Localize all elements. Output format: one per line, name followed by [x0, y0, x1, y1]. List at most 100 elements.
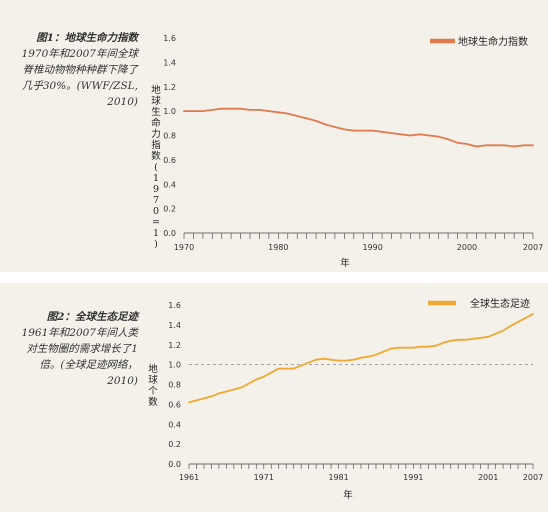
y-tick-label: 0.6 [163, 156, 176, 165]
x-tick-label: 1961 [179, 473, 199, 482]
data-point [247, 382, 250, 385]
data-point [210, 395, 213, 398]
figure-caption-2: 图2：全球生态足迹 1961年和2007年间人类对生物圈的需求增长了1倍。(全球… [14, 309, 138, 389]
data-point [315, 358, 318, 361]
data-point [352, 358, 355, 361]
data-point [382, 350, 385, 353]
y-axis-label: 地球个数 [148, 363, 158, 408]
x-tick-label: 2000 [457, 243, 477, 252]
data-point [195, 399, 198, 402]
data-point [475, 145, 478, 148]
data-point [258, 109, 261, 111]
x-tick-label: 2007 [523, 473, 543, 482]
y-tick-label: 1.6 [168, 301, 181, 310]
data-point [337, 359, 340, 362]
figure-caption-title: 图2：全球生态足迹 [46, 311, 138, 323]
data-point [456, 141, 459, 144]
data-point [343, 128, 346, 131]
data-point [262, 375, 265, 378]
data-point [464, 338, 467, 341]
data-point [381, 130, 383, 133]
data-point [390, 132, 393, 134]
data-point [390, 347, 392, 350]
y-tick-label: 0.4 [163, 180, 176, 189]
data-point [400, 133, 402, 136]
x-tick-label: 1970 [174, 243, 194, 252]
data-point [375, 353, 377, 356]
x-tick-label: 1971 [254, 473, 274, 482]
data-point [419, 345, 422, 348]
data-point [192, 110, 195, 113]
data-point [428, 134, 431, 137]
data-point [524, 317, 527, 319]
chart-panel-living-planet [0, 0, 548, 272]
x-axis-label: 年 [340, 257, 350, 269]
y-tick-label: 0.0 [168, 460, 181, 469]
series-line [184, 107, 533, 148]
data-point [532, 313, 534, 315]
data-point [225, 390, 228, 393]
data-point [494, 144, 497, 147]
data-point [307, 361, 310, 364]
x-tick-label: 1990 [362, 243, 382, 252]
data-point [296, 115, 299, 117]
x-tick-label: 1980 [268, 243, 288, 252]
data-point [183, 110, 185, 113]
data-point [239, 107, 242, 110]
y-tick-label: 1.6 [163, 34, 176, 43]
data-point [305, 117, 308, 120]
figure-caption-body: 1970年和2007年间全球脊椎动物物种种群下降了几乎30%。(WWF/ZSL,… [21, 48, 138, 108]
data-point [466, 143, 468, 145]
data-point [434, 344, 437, 347]
figure-caption-body: 1961年和2007年间人类对生物圈的需求增长了1倍。(全球足迹网络，2010) [21, 327, 138, 387]
legend-label: 地球生命力指数 [458, 35, 528, 48]
data-point [240, 386, 243, 389]
data-point [230, 107, 233, 110]
x-tick-label: 1981 [328, 473, 348, 482]
data-point [484, 144, 487, 147]
data-point [324, 123, 327, 126]
y-tick-label: 0.8 [168, 381, 181, 390]
x-tick-label: 2001 [478, 473, 498, 482]
data-point [360, 356, 362, 359]
data-point [188, 401, 190, 404]
data-point [494, 332, 497, 335]
data-point [211, 109, 214, 111]
y-tick-label: 0.2 [163, 205, 176, 214]
y-tick-label: 0.0 [163, 229, 176, 238]
y-tick-label: 0.2 [168, 440, 181, 449]
data-point [218, 392, 220, 395]
y-tick-label: 0.4 [168, 420, 181, 429]
data-point [503, 144, 506, 147]
data-point [300, 364, 303, 367]
data-point [270, 371, 273, 374]
y-tick-label: 1.4 [163, 58, 176, 67]
data-point [286, 112, 289, 115]
data-point [442, 341, 445, 344]
data-point [412, 346, 415, 349]
data-point [409, 134, 412, 137]
data-point [203, 397, 205, 400]
data-point [509, 324, 512, 327]
data-point [315, 119, 317, 122]
data-point [249, 109, 251, 111]
data-point [367, 355, 370, 358]
data-point [277, 111, 280, 114]
y-tick-label: 0.6 [168, 400, 181, 409]
data-point [330, 358, 332, 361]
data-point [201, 110, 204, 113]
data-point [334, 126, 336, 128]
data-point [427, 345, 430, 348]
data-point [397, 346, 400, 349]
data-point [285, 367, 288, 370]
data-point [345, 359, 347, 362]
figure-caption-title: 图1：地球生命力指数 [36, 32, 138, 44]
y-tick-label: 1.2 [163, 83, 176, 92]
x-tick-label: 2007 [523, 243, 543, 252]
y-axis-label: 地球生命力指数(1 9 7 0 = 1) [151, 84, 161, 250]
y-tick-label: 1.0 [168, 361, 181, 370]
data-point [255, 378, 258, 381]
data-point [517, 320, 519, 323]
data-point [437, 135, 440, 138]
